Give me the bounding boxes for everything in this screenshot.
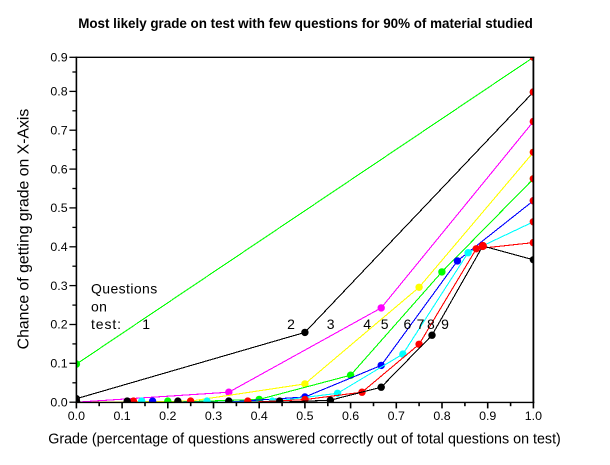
svg-text:0.9: 0.9: [50, 51, 67, 65]
svg-text:8: 8: [427, 316, 435, 332]
svg-text:4: 4: [363, 316, 371, 332]
svg-text:0.6: 0.6: [342, 409, 359, 423]
svg-text:0.9: 0.9: [479, 409, 496, 423]
svg-text:0.3: 0.3: [205, 409, 222, 423]
svg-text:Most likely grade on test with: Most likely grade on test with few quest…: [78, 16, 533, 31]
svg-text:5: 5: [381, 316, 389, 332]
svg-text:Grade (percentage of questions: Grade (percentage of questions answered …: [48, 431, 561, 447]
svg-text:0.0: 0.0: [50, 395, 67, 409]
svg-text:0.6: 0.6: [50, 162, 67, 176]
svg-text:0.4: 0.4: [251, 409, 268, 423]
svg-text:0.2: 0.2: [159, 409, 176, 423]
svg-text:1: 1: [142, 316, 150, 332]
svg-text:7: 7: [417, 316, 425, 332]
svg-text:Chance of getting grade on X-A: Chance of getting grade on X-Axis: [16, 109, 33, 350]
svg-text:0.8: 0.8: [50, 85, 67, 99]
svg-text:on: on: [91, 298, 107, 314]
svg-text:2: 2: [287, 316, 295, 332]
svg-text:9: 9: [441, 316, 449, 332]
svg-text:0.0: 0.0: [68, 409, 85, 423]
svg-text:Questions: Questions: [91, 281, 158, 297]
svg-text:0.7: 0.7: [50, 123, 67, 137]
svg-text:0.2: 0.2: [50, 318, 67, 332]
svg-text:0.1: 0.1: [50, 357, 67, 371]
svg-text:3: 3: [327, 316, 335, 332]
svg-text:0.5: 0.5: [50, 201, 67, 215]
svg-text:0.4: 0.4: [50, 240, 67, 254]
svg-text:0.7: 0.7: [388, 409, 405, 423]
svg-text:test:: test:: [91, 316, 122, 332]
svg-text:0.1: 0.1: [113, 409, 130, 423]
svg-text:6: 6: [404, 316, 412, 332]
svg-text:0.3: 0.3: [50, 279, 67, 293]
svg-text:0.8: 0.8: [433, 409, 450, 423]
svg-text:1.0: 1.0: [525, 409, 542, 423]
svg-text:0.5: 0.5: [296, 409, 313, 423]
